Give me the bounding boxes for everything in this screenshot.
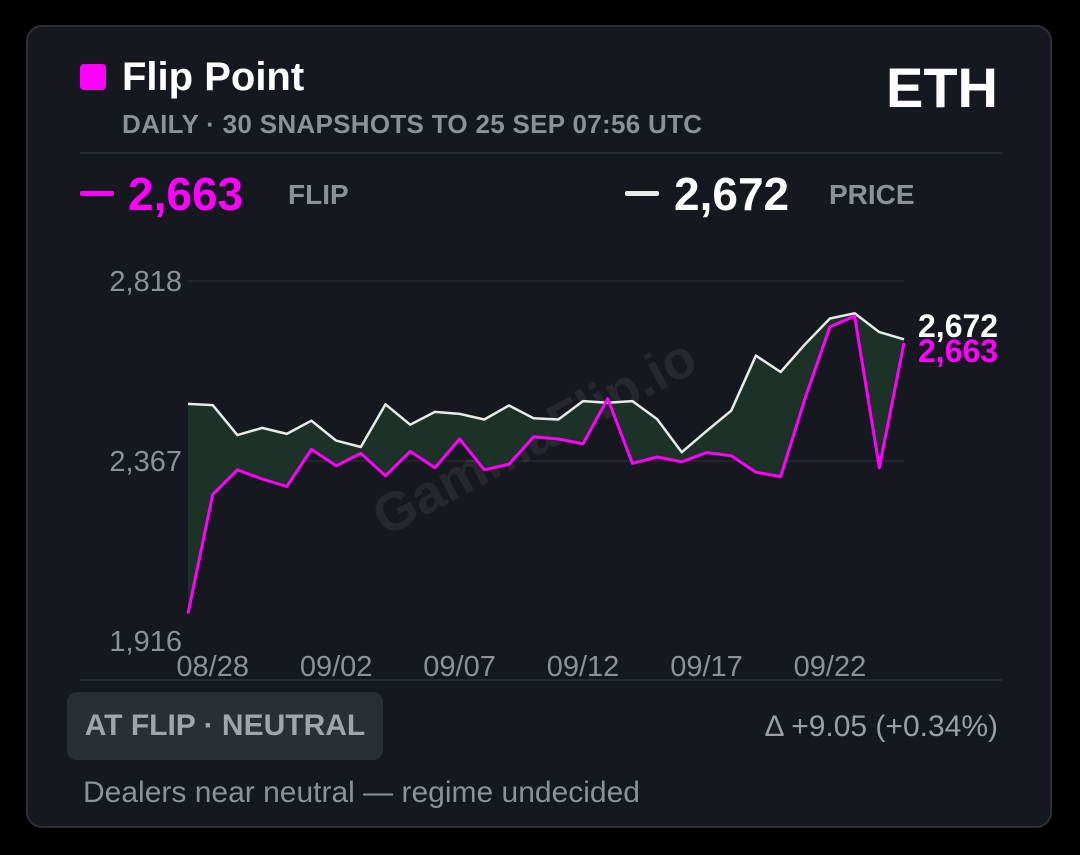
price-end-label: 2,672 — [918, 308, 998, 344]
flip-value: 2,663 — [128, 168, 244, 220]
flip-series-line — [186, 314, 906, 614]
flip-label: FLIP — [288, 179, 349, 210]
delta-readout: Δ +9.05 (+0.34%) — [764, 710, 998, 743]
y-tick-label: 2,818 — [109, 266, 182, 298]
x-tick-label: 09/07 — [423, 651, 496, 683]
ticker-symbol: ETH — [886, 56, 998, 119]
regime-description: Dealers near neutral — regime undecided — [83, 776, 640, 809]
footer-divider — [80, 679, 1002, 681]
x-tick-label: 09/02 — [300, 651, 373, 683]
price-value: 2,672 — [674, 168, 790, 220]
card-subtitle: DAILY · 30 SNAPSHOTS TO 25 SEP 07:56 UTC — [122, 109, 703, 139]
flip-end-label: 2,663 — [918, 333, 998, 369]
x-tick-label: 09/12 — [547, 651, 620, 683]
price-dash-icon — [625, 191, 659, 196]
regime-badge[interactable]: AT FLIP · NEUTRAL — [67, 692, 383, 760]
flip-point-card: Flip Point ETH DAILY · 30 SNAPSHOTS TO 2… — [26, 25, 1052, 828]
flip-dash-icon — [80, 191, 114, 196]
x-tick-label: 09/22 — [794, 651, 867, 683]
y-tick-label: 2,367 — [109, 446, 182, 478]
y-tick-label: 1,916 — [109, 626, 182, 658]
x-tick-label: 09/17 — [670, 651, 743, 683]
price-label: PRICE — [829, 179, 915, 210]
spread-fill — [188, 313, 904, 614]
card-title: Flip Point — [122, 55, 305, 99]
header-divider — [80, 152, 1002, 154]
x-tick-label: 08/28 — [176, 651, 249, 683]
flip-legend-square — [80, 64, 106, 90]
price-series-line — [187, 312, 905, 454]
